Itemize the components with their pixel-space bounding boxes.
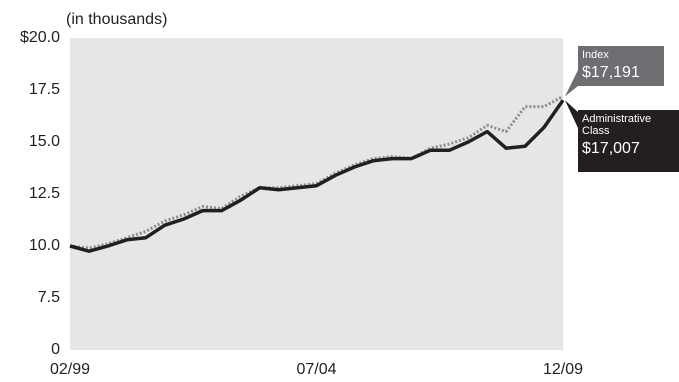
callout-pointer [565,100,578,128]
y-tick-label: 17.5 [29,81,60,98]
y-tick-label: 0 [51,341,60,358]
series-line [69,95,564,250]
series-line [69,99,565,253]
y-tick-label: 7.5 [38,289,60,306]
class-callout: Administrative Class $17,007 [578,110,679,172]
plot-background [70,38,563,350]
x-tick-label: 07/04 [296,361,336,378]
y-tick-label: 12.5 [29,185,60,202]
axis-break [563,318,572,336]
index-callout: Index $17,191 [578,46,664,86]
series-name: Index [582,49,609,61]
end-label: $17,191 [582,64,640,82]
y-axis-label: (in thousands) [66,11,167,28]
y-tick-label: 10.0 [29,237,60,254]
x-tick-label: 12/09 [543,361,583,378]
y-tick-label: 15.0 [29,133,60,150]
x-tick-label: 02/99 [50,361,90,378]
callout-pointer [565,70,578,97]
end-label: $17,007 [582,140,640,158]
y-tick-label: $20.0 [20,29,60,46]
series-name: Administrative Class [582,113,652,138]
